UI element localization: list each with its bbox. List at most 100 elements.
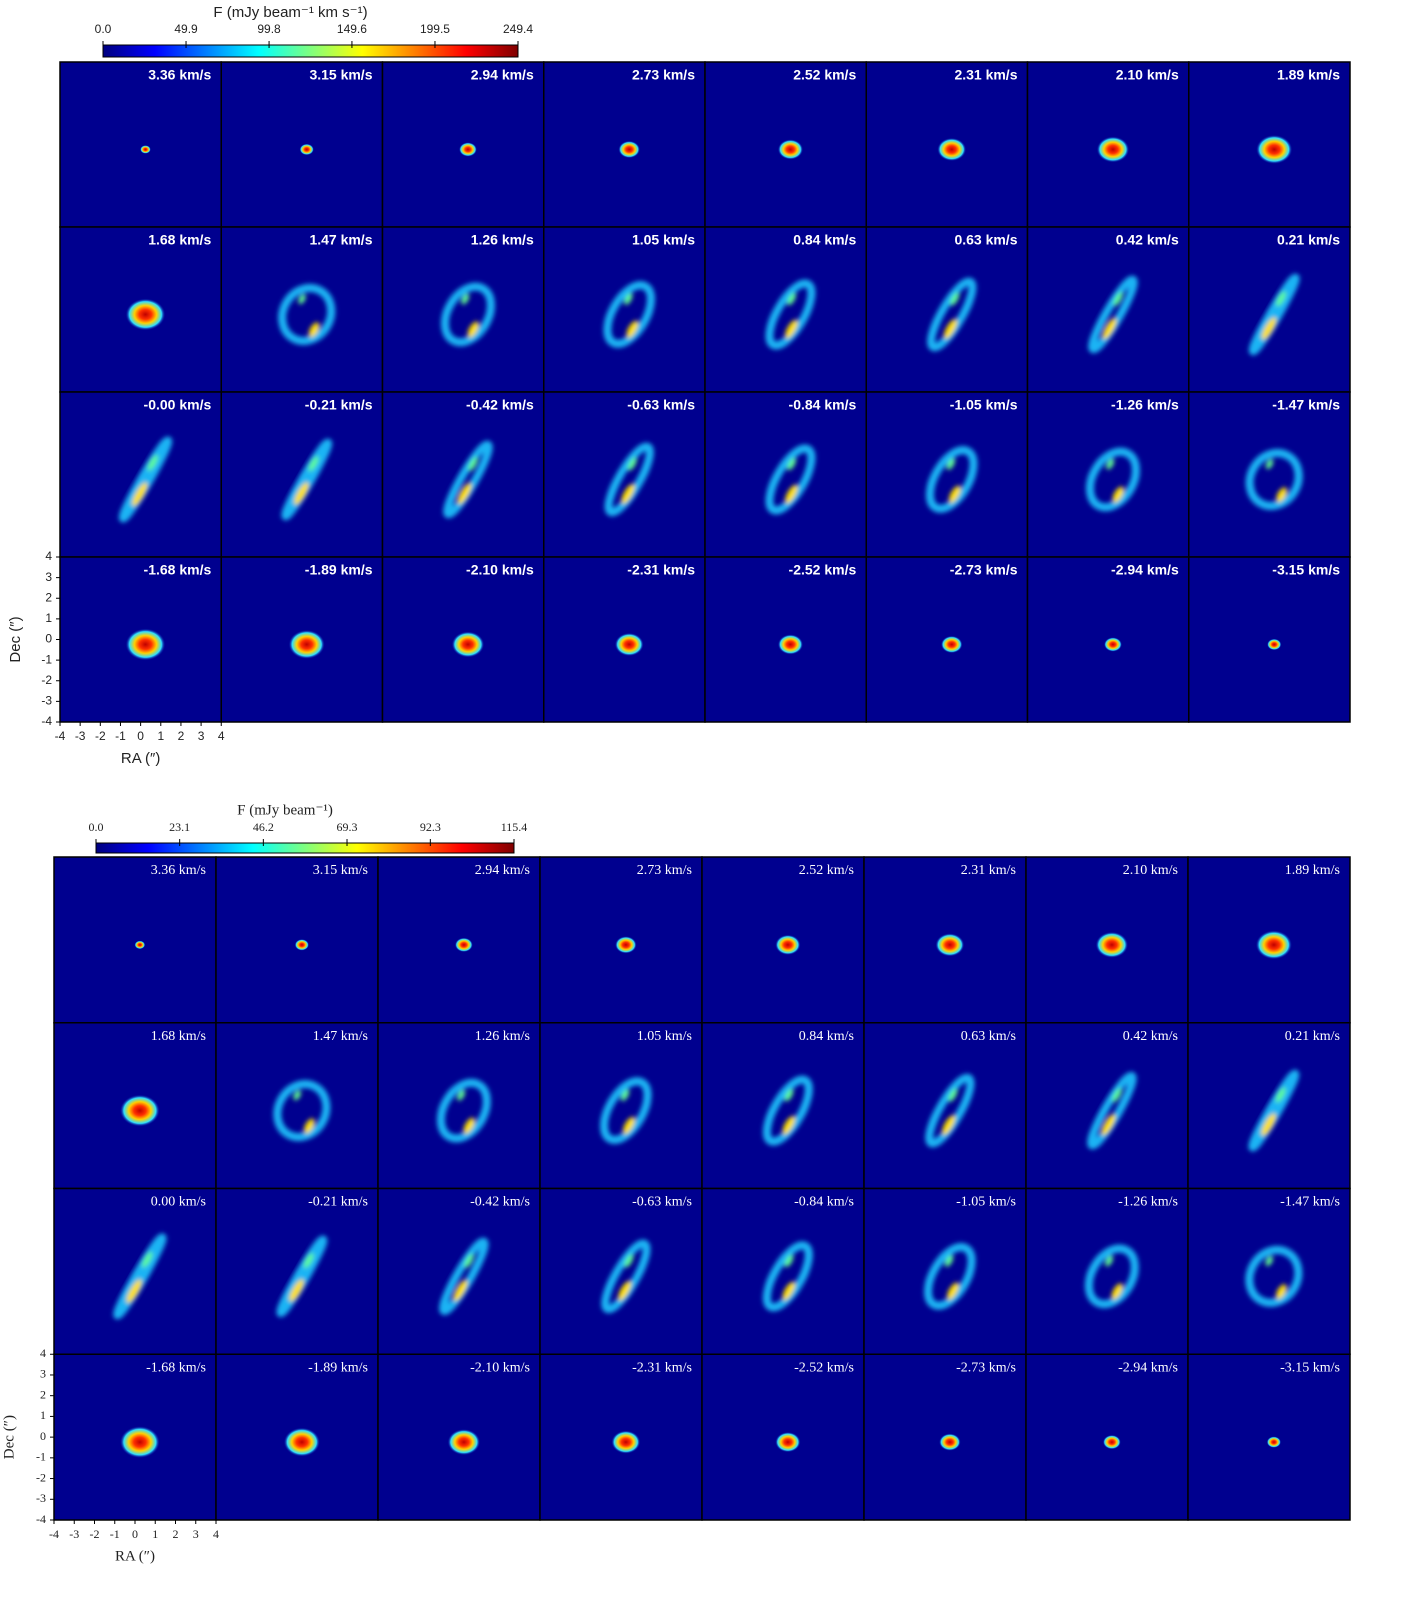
emission-peak bbox=[782, 1281, 796, 1301]
emission-ring bbox=[1087, 1071, 1137, 1150]
emission bbox=[1267, 638, 1282, 651]
y-tick-label: 4 bbox=[40, 1346, 46, 1360]
emission-ring bbox=[439, 1237, 489, 1316]
y-tick-label: 0 bbox=[45, 632, 52, 646]
emission bbox=[603, 281, 655, 348]
emission-ring bbox=[600, 1077, 652, 1144]
emission bbox=[299, 143, 314, 156]
colorbar-label: F (mJy beam⁻¹ km s⁻¹) bbox=[213, 4, 367, 21]
emission-peak bbox=[1275, 291, 1286, 307]
y-tick-label: -1 bbox=[41, 652, 52, 666]
channel-label: -3.15 km/s bbox=[1272, 562, 1340, 578]
emission-peak bbox=[1261, 317, 1277, 340]
emission bbox=[762, 1241, 813, 1312]
emission-peak bbox=[950, 292, 960, 306]
emission bbox=[1102, 1434, 1121, 1450]
emission bbox=[765, 444, 816, 515]
emission bbox=[601, 1239, 651, 1314]
channel-label: 3.36 km/s bbox=[151, 863, 206, 878]
emission bbox=[288, 629, 325, 660]
emission bbox=[1256, 134, 1293, 165]
emission-peak bbox=[303, 1253, 314, 1269]
emission bbox=[436, 1078, 491, 1143]
emission-peak bbox=[308, 322, 320, 338]
emission bbox=[775, 1431, 801, 1453]
emission-peak bbox=[1113, 291, 1123, 307]
channel-panel bbox=[59, 61, 222, 228]
emission-peak bbox=[617, 1280, 632, 1301]
emission-peak bbox=[294, 482, 309, 505]
emission-peak bbox=[1265, 1256, 1273, 1266]
emission-ring bbox=[1085, 447, 1140, 512]
emission bbox=[940, 635, 963, 654]
y-tick-label: 2 bbox=[45, 590, 52, 604]
x-tick-label: -2 bbox=[90, 1527, 100, 1541]
channel-panel bbox=[543, 226, 706, 393]
channel-label: 1.89 km/s bbox=[1277, 67, 1340, 83]
x-tick-label: 0 bbox=[132, 1527, 138, 1541]
emission bbox=[924, 1243, 976, 1310]
emission-peak bbox=[126, 1279, 142, 1304]
emission bbox=[439, 1237, 489, 1316]
emission-ring bbox=[604, 442, 654, 517]
channel-label: -3.15 km/s bbox=[1280, 1360, 1340, 1375]
emission bbox=[281, 438, 333, 521]
emission bbox=[1266, 1436, 1282, 1448]
emission-peak bbox=[298, 294, 306, 305]
channel-label: 2.10 km/s bbox=[1123, 863, 1178, 878]
channel-label: -2.94 km/s bbox=[1118, 1360, 1178, 1375]
channel-label: -1.89 km/s bbox=[305, 562, 373, 578]
emission bbox=[134, 940, 146, 950]
emission-peak bbox=[141, 1251, 153, 1268]
emission-peak bbox=[787, 457, 796, 471]
channel-label: -0.42 km/s bbox=[470, 1195, 530, 1210]
emission-ring bbox=[765, 444, 816, 515]
colorbar-tick-label: 0.0 bbox=[89, 820, 104, 834]
emission bbox=[935, 933, 965, 957]
y-tick-label: -1 bbox=[36, 1450, 46, 1464]
channel-label: 0.21 km/s bbox=[1285, 1029, 1340, 1044]
emission bbox=[611, 1430, 641, 1454]
emission-ring bbox=[1088, 275, 1138, 354]
emission-ring bbox=[762, 1241, 813, 1312]
channel-panel bbox=[215, 856, 379, 1024]
emission bbox=[762, 1075, 813, 1146]
emission bbox=[614, 936, 637, 954]
emission-peak bbox=[784, 1088, 794, 1102]
channel-label: 1.68 km/s bbox=[151, 1029, 206, 1044]
x-tick-label: 0 bbox=[137, 729, 144, 743]
emission-peak bbox=[461, 293, 470, 305]
emission-peak bbox=[289, 1279, 304, 1302]
emission-ring bbox=[1084, 1244, 1139, 1309]
channel-panel bbox=[377, 1022, 541, 1190]
channel-label: 2.94 km/s bbox=[475, 863, 530, 878]
emission bbox=[937, 137, 967, 162]
channel-label: -2.52 km/s bbox=[794, 1360, 854, 1375]
channel-label: 1.89 km/s bbox=[1285, 863, 1340, 878]
channel-label: 0.63 km/s bbox=[954, 232, 1017, 248]
y-tick-label: 1 bbox=[40, 1408, 46, 1422]
emission bbox=[276, 1235, 328, 1318]
emission-ring bbox=[765, 279, 816, 350]
y-tick-label: 4 bbox=[45, 549, 52, 563]
emission-ring bbox=[440, 282, 495, 347]
emission-peak bbox=[785, 319, 798, 339]
y-tick-label: -4 bbox=[41, 714, 52, 728]
emission bbox=[925, 1073, 975, 1148]
x-tick-label: -4 bbox=[49, 1527, 59, 1541]
emission-ring bbox=[1245, 448, 1303, 510]
channel-label: -2.73 km/s bbox=[950, 562, 1018, 578]
x-tick-label: 2 bbox=[173, 1527, 179, 1541]
x-tick-label: -1 bbox=[115, 729, 126, 743]
channel-label: 1.47 km/s bbox=[313, 1029, 368, 1044]
channel-label: 3.36 km/s bbox=[148, 67, 211, 83]
emission bbox=[283, 1427, 321, 1457]
colorbar-tick-label: 0.0 bbox=[95, 22, 112, 36]
emission-peak bbox=[468, 456, 478, 472]
emission-ring bbox=[436, 1078, 491, 1143]
channel-label: -0.63 km/s bbox=[632, 1195, 692, 1210]
colorbar-tick-label: 199.5 bbox=[420, 22, 450, 36]
emission bbox=[925, 446, 978, 513]
emission-ring bbox=[113, 1233, 167, 1320]
emission bbox=[1245, 448, 1303, 510]
